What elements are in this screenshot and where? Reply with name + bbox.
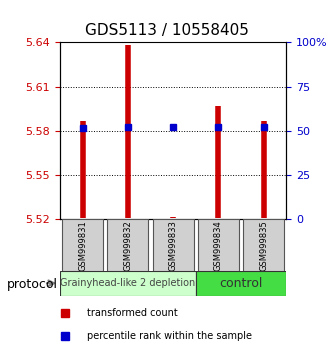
FancyBboxPatch shape xyxy=(196,271,286,296)
Text: GDS5113 / 10558405: GDS5113 / 10558405 xyxy=(85,23,248,38)
FancyBboxPatch shape xyxy=(198,219,239,271)
FancyBboxPatch shape xyxy=(62,219,103,271)
FancyBboxPatch shape xyxy=(243,219,284,271)
Text: GSM999831: GSM999831 xyxy=(78,220,87,270)
Text: percentile rank within the sample: percentile rank within the sample xyxy=(87,331,251,341)
FancyBboxPatch shape xyxy=(108,219,148,271)
Text: GSM999833: GSM999833 xyxy=(168,220,178,270)
FancyBboxPatch shape xyxy=(60,271,196,296)
Text: control: control xyxy=(219,277,263,290)
Text: protocol: protocol xyxy=(7,279,58,291)
FancyBboxPatch shape xyxy=(153,219,193,271)
Text: transformed count: transformed count xyxy=(87,308,177,318)
Text: GSM999834: GSM999834 xyxy=(214,220,223,270)
Text: GSM999835: GSM999835 xyxy=(259,220,268,270)
Text: GSM999832: GSM999832 xyxy=(123,220,133,270)
Text: Grainyhead-like 2 depletion: Grainyhead-like 2 depletion xyxy=(60,278,195,288)
